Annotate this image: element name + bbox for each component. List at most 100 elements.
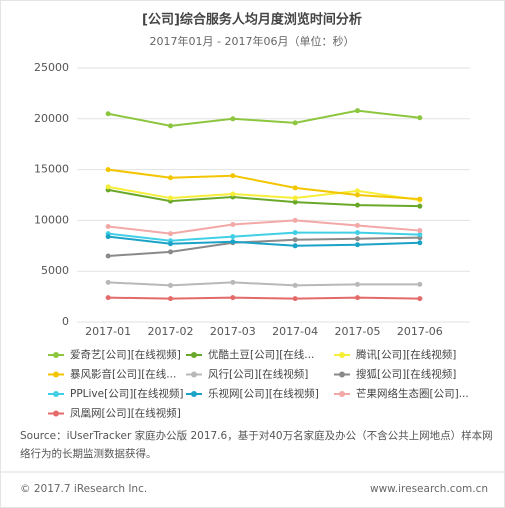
point	[417, 228, 423, 234]
legend-label: PPLive[公司][在线视频]	[70, 387, 184, 400]
x-tick-label: 2017-03	[210, 325, 256, 338]
point	[417, 240, 423, 246]
legend-label: 乐视网[公司][在线视频]	[208, 387, 319, 400]
y-tick-label: 20000	[34, 112, 69, 125]
series-line	[108, 296, 420, 300]
y-tick-label: 5000	[41, 264, 69, 277]
series-line	[108, 236, 420, 257]
point	[105, 234, 111, 240]
point	[105, 223, 111, 229]
y-tick-label: 25000	[34, 61, 69, 74]
point	[355, 108, 360, 114]
point	[168, 296, 173, 302]
legend-swatch	[191, 391, 197, 397]
point	[355, 236, 360, 242]
point	[417, 115, 423, 121]
point	[168, 231, 173, 237]
point	[230, 295, 236, 301]
point	[417, 296, 423, 302]
point	[105, 111, 111, 117]
y-tick-label: 10000	[34, 213, 69, 226]
y-tick-label: 0	[62, 315, 69, 328]
legend-label: 风行[公司][在线视频]	[208, 368, 308, 381]
legend-swatch	[53, 391, 59, 397]
point	[292, 199, 298, 205]
point	[417, 232, 423, 238]
point	[292, 185, 298, 191]
point	[417, 196, 423, 202]
point	[230, 221, 236, 227]
legend-label: 优酷土豆[公司][在线...	[208, 348, 314, 361]
point	[355, 230, 360, 236]
series-line	[108, 219, 420, 235]
legend-swatch	[53, 352, 59, 358]
legend-swatch	[339, 352, 345, 358]
x-tick-label: 2017-02	[148, 325, 194, 338]
legend-label: 爱奇艺[公司][在线视频]	[70, 348, 181, 361]
legend-swatch	[339, 391, 345, 397]
point	[168, 195, 173, 201]
legend-swatch	[191, 352, 197, 358]
point	[292, 230, 298, 236]
series-line	[108, 235, 420, 247]
series-line	[107, 109, 420, 127]
legend-label: 芒果网络生态圈[公司]...	[356, 387, 469, 400]
legend-swatch	[191, 371, 197, 378]
point	[355, 222, 360, 228]
legend-swatch	[53, 410, 59, 417]
point	[105, 167, 111, 173]
point	[168, 241, 173, 247]
point	[105, 253, 111, 259]
point	[292, 282, 298, 288]
series-line	[108, 281, 420, 287]
point	[355, 202, 360, 208]
x-tick-label: 2017-04	[272, 325, 318, 338]
point	[230, 234, 236, 240]
chart-title: [公司]综合服务人均月度浏览时间分析	[142, 12, 362, 28]
x-tick-label: 2017-06	[397, 325, 443, 338]
point	[292, 120, 298, 126]
point	[292, 296, 298, 302]
series-line	[108, 231, 420, 242]
point	[230, 239, 236, 245]
point	[105, 295, 111, 301]
chart-subtitle: 2017年01月 - 2017年06月（单位：秒）	[150, 34, 355, 48]
point	[292, 195, 298, 201]
x-tick-label: 2017-01	[85, 325, 131, 338]
point	[168, 123, 173, 129]
point	[355, 295, 360, 301]
point	[292, 243, 298, 249]
point	[230, 173, 236, 179]
series-line	[108, 168, 420, 201]
point	[417, 281, 423, 287]
source: Source：iUserTracker 家庭办公版 2017.6，基于对40万名…	[20, 429, 493, 442]
series-line	[107, 185, 420, 202]
point	[168, 249, 173, 255]
point	[105, 279, 111, 285]
point	[355, 192, 360, 198]
point	[230, 116, 236, 122]
point	[168, 282, 173, 288]
point	[417, 203, 423, 209]
point	[292, 217, 298, 223]
website: www.iresearch.com.cn	[370, 483, 488, 495]
point	[355, 188, 360, 194]
legend-label: 凤凰网[公司][在线视频]	[70, 407, 181, 420]
legend-label: 暴风影音[公司][在线...	[70, 368, 176, 381]
point	[230, 279, 236, 285]
copyright: © 2017.7 iResearch Inc.	[20, 483, 147, 495]
x-tick-label: 2017-05	[335, 325, 381, 338]
y-tick-label: 15000	[34, 163, 69, 176]
point	[105, 184, 111, 190]
source: 络行为的长期监测数据获得。	[20, 447, 157, 460]
legend-label: 搜狐[公司][在线视频]	[356, 368, 456, 381]
legend-swatch	[53, 371, 59, 378]
legend-label: 腾讯[公司][在线视频]	[356, 348, 456, 361]
legend-swatch	[339, 371, 345, 378]
point	[355, 281, 360, 287]
point	[168, 175, 173, 181]
point	[292, 237, 298, 243]
point	[230, 191, 236, 197]
